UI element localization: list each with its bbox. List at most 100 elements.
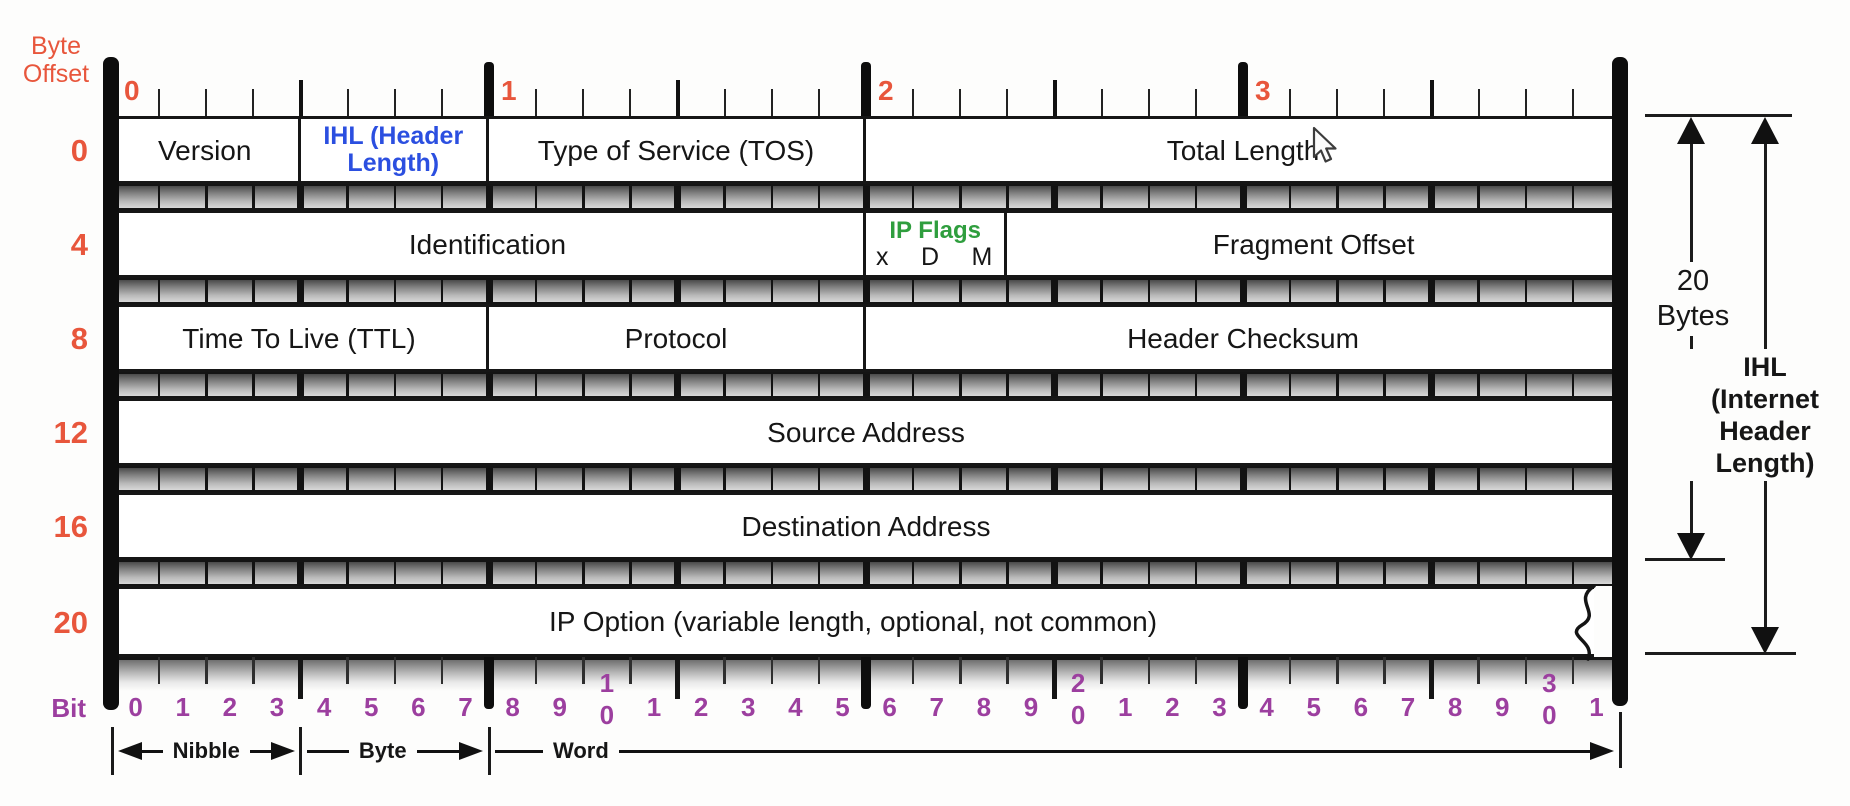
- strip-divider: [1428, 562, 1435, 584]
- strip-divider: [534, 562, 538, 584]
- strip-divider: [1477, 468, 1480, 490]
- strip-divider: [1239, 186, 1247, 208]
- byte-ruler-minor-tick: [912, 89, 915, 116]
- strip-divider: [582, 562, 585, 584]
- strip-divider: [1051, 280, 1058, 302]
- strip-divider: [1100, 280, 1103, 302]
- byte-ruler-minor-tick: [1383, 89, 1386, 116]
- strip-divider: [817, 186, 821, 208]
- strip-divider: [1288, 562, 1292, 584]
- byte-ruler-minor-tick: [1524, 89, 1527, 116]
- strip-divider: [393, 280, 396, 302]
- bit-number: 1: [175, 692, 190, 722]
- scale-line: [618, 749, 1590, 753]
- bit-number-stacked: 0: [599, 700, 615, 730]
- grid-right-wall: [1612, 57, 1628, 706]
- strip-divider: [1147, 468, 1150, 490]
- bit-ruler-minor-tick: [205, 657, 208, 684]
- row-byte-offset: 16: [53, 509, 88, 544]
- bit-ruler-minor-tick: [534, 657, 538, 684]
- strip-divider: [1336, 186, 1339, 208]
- bit-number: 2: [222, 692, 238, 722]
- scale-span: Nibble: [118, 738, 295, 764]
- strip-divider: [534, 374, 538, 396]
- byte-ruler-minor-tick: [1147, 89, 1150, 116]
- bit-number: 3: [269, 692, 285, 722]
- bit-number: 1: [1589, 692, 1604, 722]
- strip-divider: [817, 562, 821, 584]
- strip-divider: [346, 186, 349, 208]
- byte-ruler-minor-tick: [582, 89, 585, 116]
- strip-divider: [674, 562, 681, 584]
- byte-ruler-major-tick: [484, 62, 494, 116]
- strip-divider: [770, 562, 773, 584]
- strip-divider: [1336, 562, 1339, 584]
- bit-number: 3: [740, 692, 756, 722]
- field-label: Time To Live (TTL): [182, 322, 416, 354]
- size-arrow-up-head: [1677, 117, 1705, 144]
- strip-divider: [817, 374, 821, 396]
- strip-divider: [393, 374, 396, 396]
- strip-divider: [629, 186, 632, 208]
- strip-divider: [205, 374, 208, 396]
- strip-divider: [205, 468, 208, 490]
- strip-divider: [959, 280, 962, 302]
- strip-divider: [674, 468, 681, 490]
- strip-divider: [1428, 468, 1435, 490]
- field-cell: IP Flags x D M: [866, 213, 1008, 275]
- byte-ruler-minor-tick: [1477, 89, 1480, 116]
- flag-bit-label: D: [920, 242, 940, 271]
- strip-divider: [1571, 280, 1575, 302]
- strip-divider: [485, 374, 493, 396]
- bit-ruler-minor-tick: [1336, 657, 1339, 684]
- bit-number: 8: [505, 692, 520, 722]
- bit-number-stacked: 2: [1070, 668, 1086, 698]
- field-label: Destination Address: [741, 510, 991, 542]
- strip-divider: [1383, 562, 1386, 584]
- bit-number: 1: [1117, 692, 1133, 722]
- ihl-annotation-line3: Header: [1719, 416, 1811, 446]
- strip-divider: [629, 562, 632, 584]
- bit-number-stacked: 3: [1542, 668, 1557, 698]
- strip-divider: [1147, 562, 1150, 584]
- strip-divider: [723, 562, 726, 584]
- field-cell: Header Checksum: [866, 307, 1620, 369]
- size-annotation: 20 Bytes: [1644, 262, 1742, 336]
- row-byte-offset: 4: [70, 227, 88, 262]
- strip-divider: [1239, 374, 1247, 396]
- byte-ruler-minor-tick: [1100, 89, 1103, 116]
- bit-ruler-minor-tick: [393, 657, 396, 684]
- strip-divider: [1383, 186, 1386, 208]
- bit-ruler-minor-tick: [959, 657, 962, 684]
- strip-divider: [911, 280, 915, 302]
- strip-divider: [393, 562, 396, 584]
- scale-delimiter: [487, 727, 491, 775]
- field-label: Length): [347, 149, 440, 177]
- bit-ruler-major-tick: [1238, 657, 1248, 709]
- strip-divider: [346, 374, 349, 396]
- strip-divider: [1524, 562, 1527, 584]
- bit-number: 5: [835, 692, 850, 722]
- bit-ruler-minor-tick: [157, 657, 161, 684]
- bit-number: 4: [316, 692, 332, 722]
- strip-divider: [440, 374, 444, 396]
- byte-ruler-minor-tick: [1336, 89, 1339, 116]
- strip-divider: [1100, 374, 1103, 396]
- strip-divider: [252, 374, 255, 396]
- strip-divider: [959, 468, 962, 490]
- strip-divider: [770, 280, 773, 302]
- strip-divider: [1051, 562, 1058, 584]
- mouse-cursor: [1312, 126, 1337, 163]
- bit-ruler-minor-tick: [1571, 657, 1575, 684]
- strip-divider: [770, 468, 773, 490]
- flag-bit-label: x: [876, 242, 889, 271]
- strip-divider: [157, 374, 161, 396]
- bit-number: 5: [363, 692, 379, 722]
- scale-line: [306, 749, 349, 753]
- bit-number: 9: [1494, 692, 1510, 722]
- strip-divider: [205, 562, 208, 584]
- bit-ruler-minor-tick: [770, 657, 773, 684]
- strip-divider: [1051, 374, 1058, 396]
- strip-divider: [157, 186, 161, 208]
- strip-divider: [1194, 186, 1198, 208]
